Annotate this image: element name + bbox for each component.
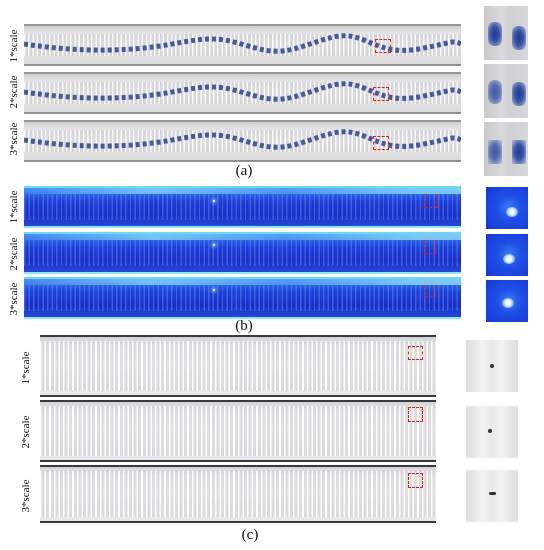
panel-label-c: (c) [241, 527, 259, 543]
row-label-b-3: 3*scale [8, 282, 20, 316]
fluorescent-spot [506, 207, 518, 217]
fluorescent-spot [213, 200, 215, 202]
droplet-wave-a-2 [24, 81, 461, 102]
highlight-box-a-2 [373, 87, 389, 101]
droplet-left [488, 80, 502, 104]
strip-c-1 [40, 335, 436, 397]
strip-b-3 [24, 277, 461, 319]
zoom-b-2 [486, 234, 528, 276]
fluorescent-spot [502, 298, 514, 308]
droplet-right [512, 82, 526, 106]
highlight-box-c-2 [408, 407, 423, 422]
row-label-c-3: 3*scale [20, 479, 32, 513]
droplet-dot [490, 364, 494, 368]
highlight-box-b-2 [424, 238, 436, 254]
zoom-c-1 [466, 340, 518, 392]
droplet-wave-a-3 [24, 129, 461, 150]
droplet-right [512, 140, 526, 164]
row-label-c-1: 1*scale [20, 351, 32, 385]
row-label-a-3: 3*scale [8, 122, 20, 156]
highlight-box-a-3 [373, 136, 389, 150]
highlight-box-a-1 [375, 39, 391, 53]
droplet-right [512, 26, 526, 50]
fluorescent-spot [213, 244, 215, 246]
zoom-a-1 [484, 6, 528, 60]
zoom-b-3 [486, 280, 528, 322]
strip-a-1 [24, 24, 461, 66]
strip-a-3 [24, 120, 461, 162]
droplet-dot [489, 492, 496, 495]
fluorescent-spot [503, 254, 515, 264]
panel-label-b: (b) [235, 318, 253, 334]
row-label-c-2: 2*scale [20, 415, 32, 449]
zoom-c-2 [466, 406, 518, 458]
zoom-b-1 [486, 187, 528, 229]
droplet-wave-a-1 [24, 33, 461, 54]
zoom-a-2 [484, 64, 528, 118]
droplet-left [488, 22, 502, 46]
highlight-box-b-3 [424, 281, 436, 297]
droplet-left [488, 140, 502, 164]
strip-a-2 [24, 72, 461, 114]
highlight-box-b-1 [424, 192, 438, 208]
panel-label-a: (a) [235, 163, 253, 179]
strip-c-3 [40, 465, 436, 523]
highlight-box-c-3 [408, 473, 423, 488]
strip-c-2 [40, 400, 436, 462]
highlight-box-c-1 [408, 346, 423, 360]
zoom-a-3 [484, 122, 528, 176]
zoom-c-3 [466, 470, 518, 522]
strip-b-2 [24, 232, 461, 274]
droplet-dot [488, 429, 492, 433]
strip-b-1 [24, 186, 461, 228]
fluorescent-spot [213, 289, 215, 291]
